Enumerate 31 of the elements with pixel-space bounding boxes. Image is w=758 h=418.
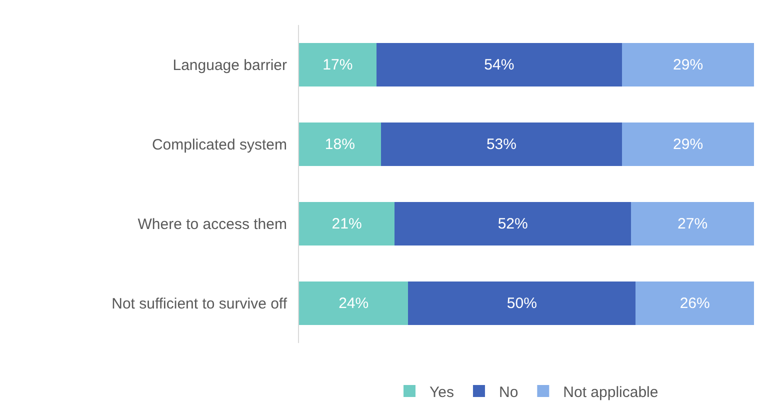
legend-label: Not applicable bbox=[563, 384, 658, 401]
bar bbox=[636, 281, 754, 326]
data-label: 29% bbox=[673, 56, 704, 74]
y-tick-label: Where to access them bbox=[138, 216, 287, 233]
bar bbox=[622, 42, 754, 87]
bar bbox=[299, 202, 395, 246]
bar bbox=[622, 122, 754, 166]
bar bbox=[631, 202, 754, 246]
y-tick-label: Not sufficient to survive off bbox=[112, 296, 288, 312]
data-label: 27% bbox=[678, 215, 708, 232]
bar bbox=[408, 281, 636, 326]
data-label: 52% bbox=[498, 215, 528, 232]
legend-label: No bbox=[498, 384, 518, 401]
data-label: 24% bbox=[338, 294, 369, 312]
data-label: 26% bbox=[680, 294, 710, 312]
data-label: 21% bbox=[332, 215, 362, 232]
bar bbox=[376, 42, 622, 87]
bar bbox=[299, 281, 408, 326]
data-label: 29% bbox=[673, 136, 704, 153]
data-label: 53% bbox=[486, 136, 516, 153]
y-tick-label: Language barrier bbox=[172, 57, 287, 74]
data-label: 50% bbox=[506, 294, 537, 312]
bar bbox=[380, 122, 622, 166]
y-tick-label: Complicated system bbox=[152, 136, 287, 154]
data-label: 54% bbox=[484, 56, 514, 74]
data-label: 18% bbox=[324, 136, 355, 153]
legend-label: Yes bbox=[430, 384, 454, 401]
data-label: 17% bbox=[322, 56, 353, 74]
bar bbox=[299, 122, 381, 166]
bar bbox=[394, 202, 632, 246]
bar bbox=[299, 42, 376, 87]
